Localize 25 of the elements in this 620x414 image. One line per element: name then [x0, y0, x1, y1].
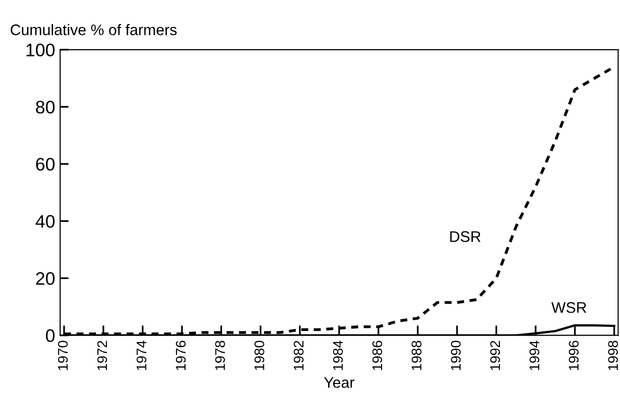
x-tick-label: 1994	[530, 340, 540, 370]
y-tick-label: 20	[36, 272, 55, 285]
x-tick-label: 1996	[568, 340, 579, 370]
x-tick-label: 1986	[372, 340, 382, 370]
y-tick-label: 60	[36, 158, 55, 171]
x-tick-label: 1978	[215, 340, 225, 370]
y-tick-label: 0	[46, 329, 55, 342]
x-tick-label: 1988	[412, 340, 422, 370]
x-tick-label: 1998	[608, 340, 618, 370]
x-tick-label: 1992	[490, 340, 500, 370]
x-tick-label: 1990	[450, 340, 461, 370]
x-axis-title: Year	[324, 377, 354, 388]
y-tick-label: 40	[36, 215, 55, 228]
x-tick-label: 1974	[136, 340, 146, 370]
x-tick-label: 1982	[294, 340, 304, 370]
y-tick-label: 100	[26, 44, 55, 56]
series-label: DSR	[450, 231, 481, 242]
x-tick-label: 1972	[97, 340, 108, 370]
x-tick-label: 1980	[254, 340, 264, 370]
x-tick-label: 1984	[333, 340, 343, 370]
x-tick-label: 1970	[58, 340, 68, 370]
series-label: WSR	[551, 302, 586, 313]
y-tick-label: 80	[36, 100, 55, 114]
y-axis-title: Cumulative % of farmers	[10, 24, 177, 36]
x-tick-label: 1976	[176, 340, 186, 370]
